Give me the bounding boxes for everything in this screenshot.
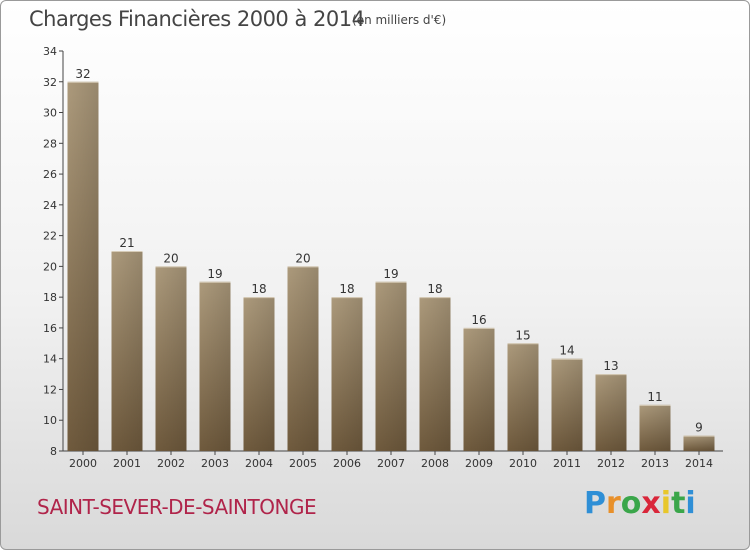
bar-shade: [639, 404, 671, 451]
bar-shade: [111, 251, 143, 451]
y-tick-label: 18: [43, 291, 57, 304]
x-tick-label: 2008: [421, 457, 449, 470]
x-tick-label: 2001: [113, 457, 141, 470]
bar-value-label: 13: [603, 359, 618, 373]
bar-shade: [507, 343, 539, 451]
bar-shade: [419, 297, 451, 451]
bar-value-label: 11: [647, 390, 662, 404]
x-tick-label: 2013: [641, 457, 669, 470]
bar-shade: [375, 281, 407, 451]
y-tick-label: 20: [43, 260, 57, 273]
chart-title: Charges Financières 2000 à 2014: [29, 7, 365, 31]
y-tick-label: 10: [43, 414, 57, 427]
bar-shade: [331, 297, 363, 451]
bar-shade: [683, 435, 715, 451]
y-tick-label: 12: [43, 383, 57, 396]
y-tick-label: 30: [43, 107, 57, 120]
y-tick-label: 28: [43, 137, 57, 150]
x-tick-label: 2002: [157, 457, 185, 470]
bar-value-label: 20: [163, 251, 178, 265]
bar-value-label: 15: [515, 328, 530, 342]
bar-value-label: 20: [295, 251, 310, 265]
x-tick-label: 2009: [465, 457, 493, 470]
x-tick-label: 2003: [201, 457, 229, 470]
x-tick-label: 2004: [245, 457, 273, 470]
y-tick-label: 8: [50, 445, 57, 458]
bar-shade: [155, 266, 187, 451]
bar-value-label: 9: [695, 421, 703, 435]
logo-letter: r: [606, 486, 621, 521]
bar-shade: [243, 297, 275, 451]
y-tick-label: 22: [43, 230, 57, 243]
bar-shade: [287, 266, 319, 451]
y-tick-label: 34: [43, 45, 57, 58]
bar-value-label: 16: [471, 313, 486, 327]
y-tick-label: 32: [43, 76, 57, 89]
bar-value-label: 19: [207, 267, 222, 281]
bar-value-label: 18: [251, 282, 266, 296]
x-tick-label: 2010: [509, 457, 537, 470]
bar-shade: [199, 281, 231, 451]
bar-shade: [551, 358, 583, 451]
chart-subtitle: (en milliers d'€): [352, 13, 447, 27]
bar-value-label: 19: [383, 267, 398, 281]
x-tick-label: 2006: [333, 457, 361, 470]
x-tick-label: 2000: [69, 457, 97, 470]
logo-letter: P: [584, 486, 606, 521]
logo-letter: i: [685, 486, 696, 521]
bar-value-label: 18: [339, 282, 354, 296]
bar-shade: [595, 374, 627, 451]
bar-value-label: 32: [75, 67, 90, 81]
bar-shade: [463, 327, 495, 451]
logo-letter: i: [660, 486, 672, 521]
x-tick-label: 2012: [597, 457, 625, 470]
commune-name: SAINT-SEVER-DE-SAINTONGE: [37, 495, 317, 519]
y-tick-label: 26: [43, 168, 57, 181]
x-tick-label: 2005: [289, 457, 317, 470]
bar-value-label: 18: [427, 282, 442, 296]
logo-letter: t: [671, 486, 686, 521]
bar-value-label: 14: [559, 344, 574, 358]
logo-letter: o: [620, 486, 642, 521]
proxiti-logo[interactable]: Proxiti: [584, 486, 696, 521]
logo-letter: x: [641, 486, 661, 521]
x-tick-label: 2014: [685, 457, 713, 470]
bar-value-label: 21: [119, 236, 134, 250]
x-tick-label: 2007: [377, 457, 405, 470]
y-tick-label: 16: [43, 322, 57, 335]
y-tick-label: 24: [43, 199, 57, 212]
bar-shade: [67, 81, 99, 452]
y-tick-label: 14: [43, 353, 57, 366]
x-tick-label: 2011: [553, 457, 581, 470]
